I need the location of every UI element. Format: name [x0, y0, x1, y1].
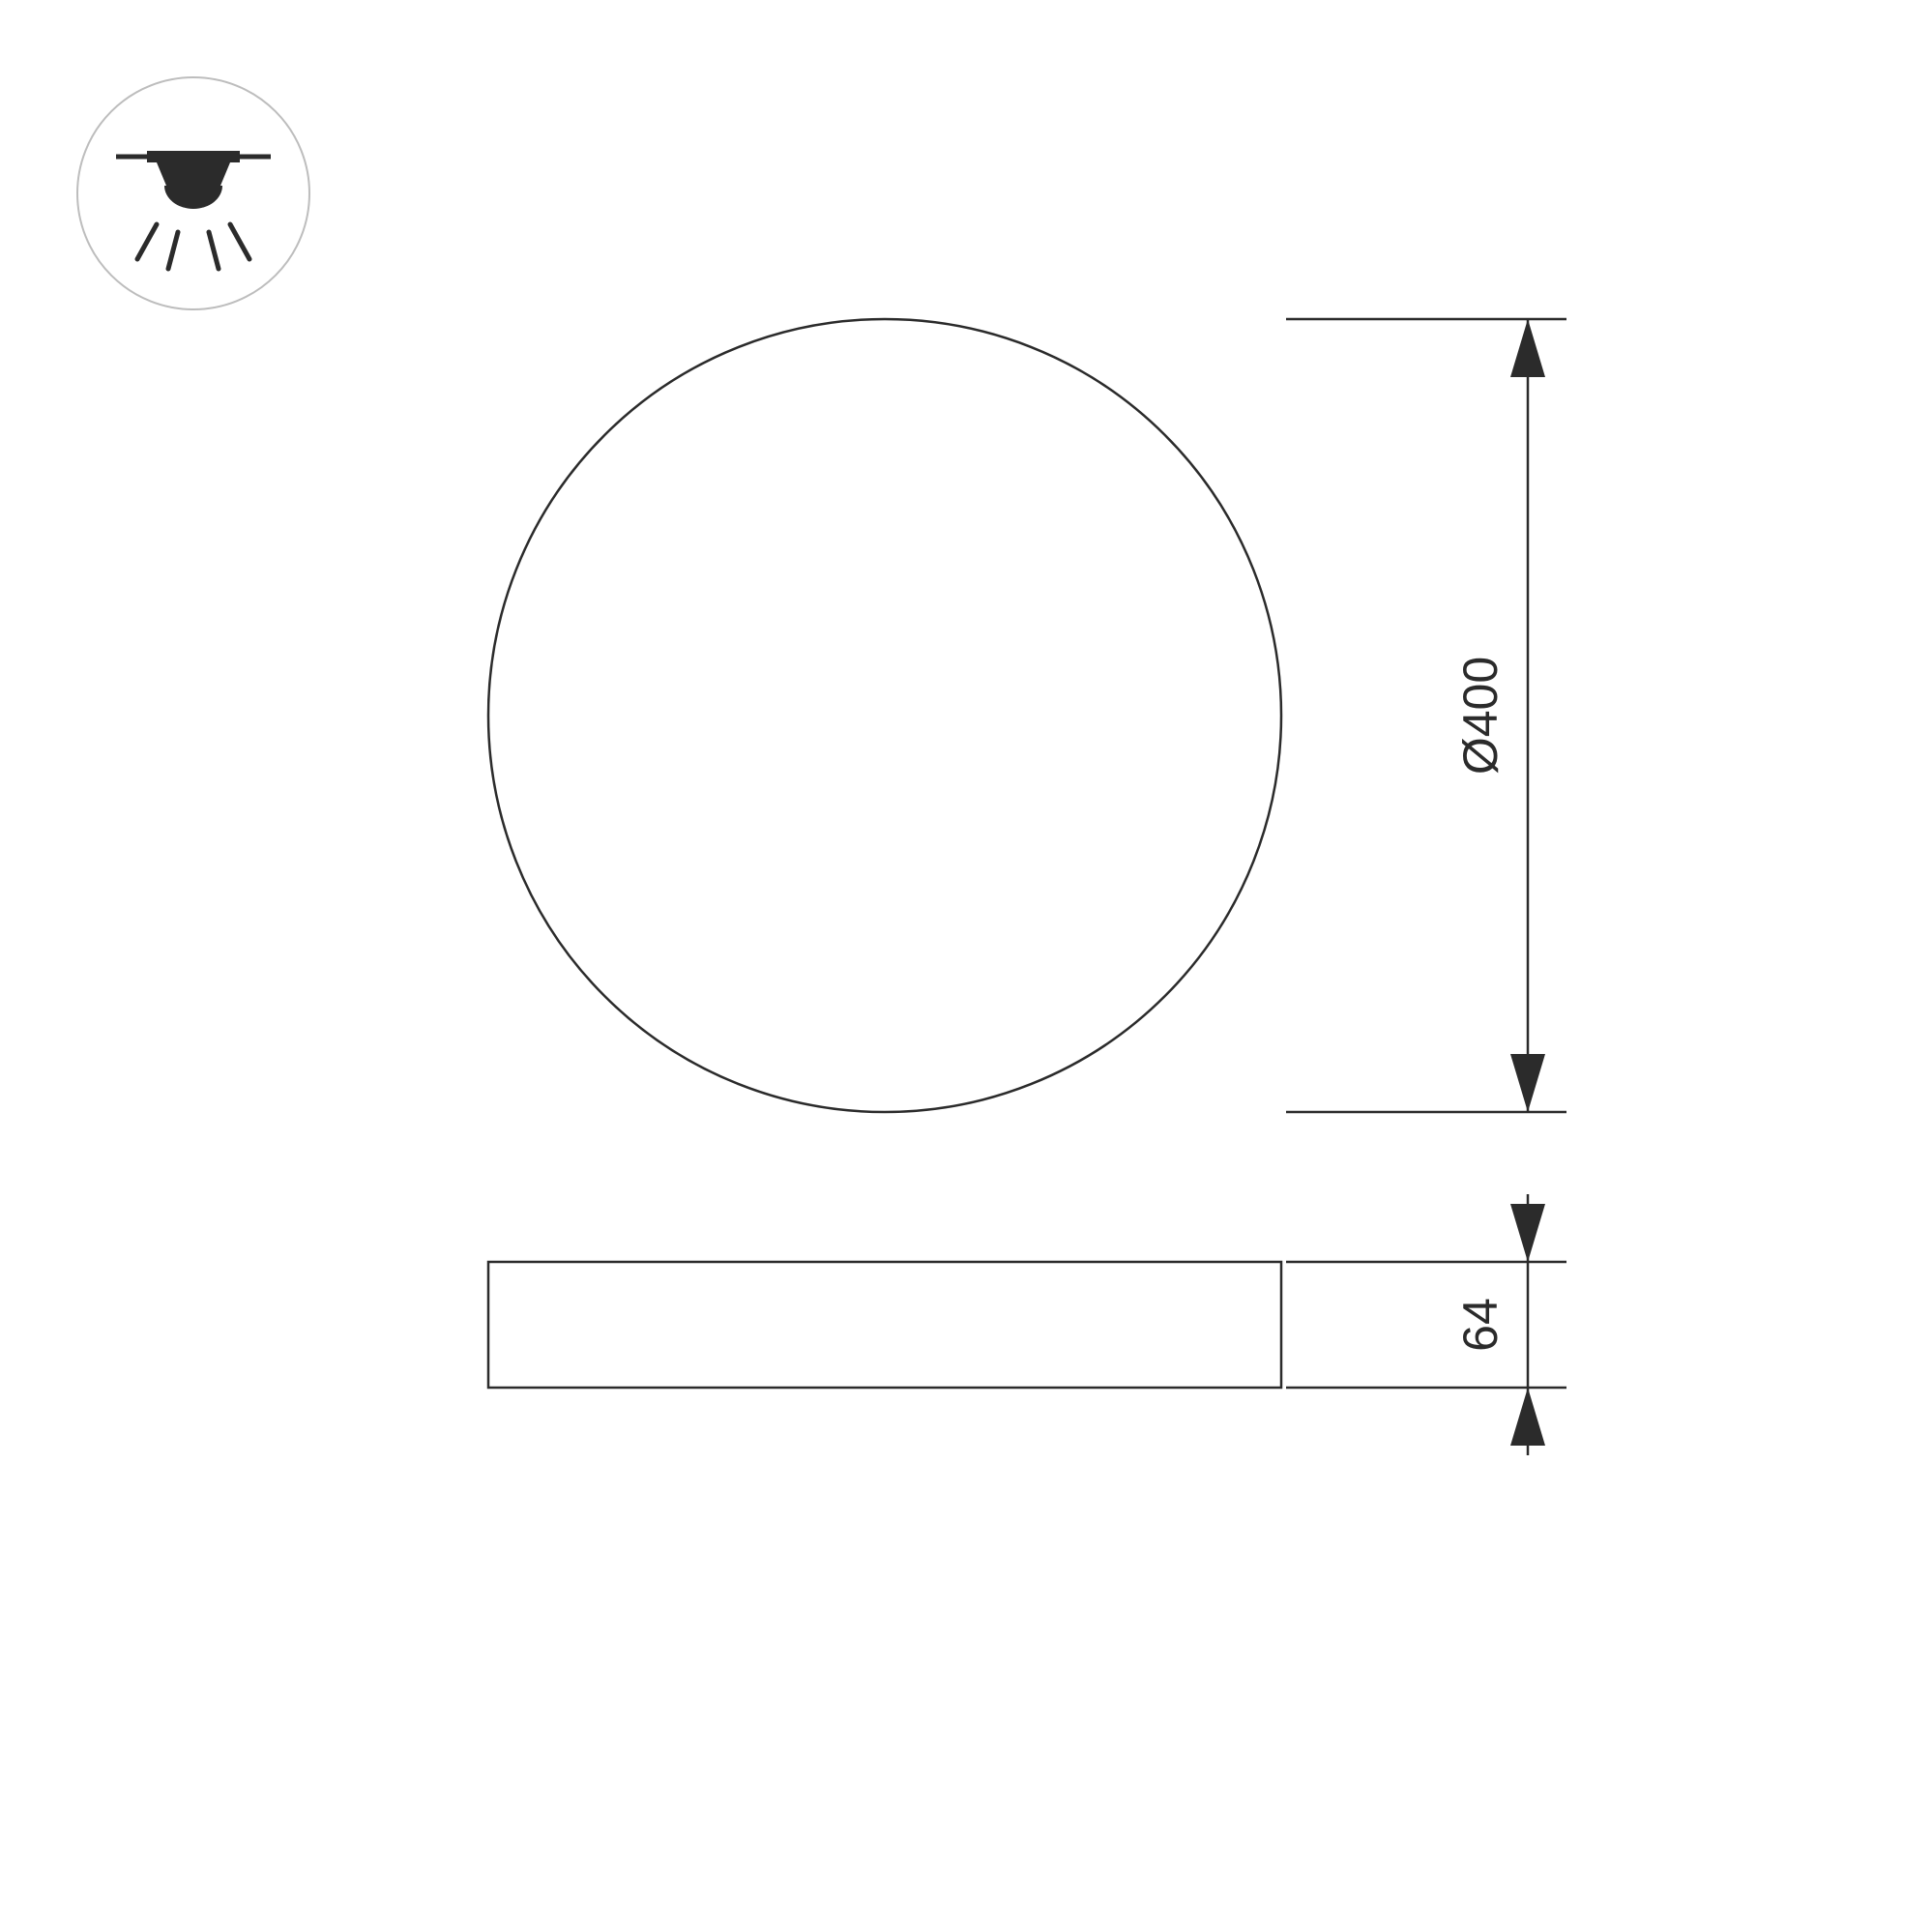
top-view-circle: [488, 319, 1281, 1112]
technical-drawing: Ø400 64: [0, 0, 1932, 1932]
downlight-icon: [77, 77, 309, 309]
diameter-dimension: [1286, 319, 1566, 1112]
height-dimension: [1286, 1194, 1566, 1455]
diameter-label: Ø400: [1453, 657, 1508, 775]
side-view-rect: [488, 1262, 1281, 1388]
height-label: 64: [1453, 1298, 1508, 1352]
